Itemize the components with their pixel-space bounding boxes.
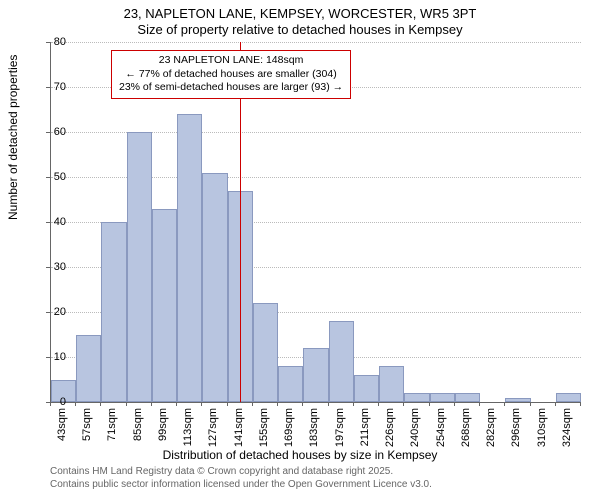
x-tick-mark: [252, 402, 253, 406]
histogram-bar: [430, 393, 455, 402]
y-tick-mark: [46, 177, 50, 178]
histogram-bar: [253, 303, 278, 402]
x-tick-label: 99sqm: [157, 408, 169, 458]
x-tick-label: 296sqm: [510, 408, 522, 458]
y-tick-label: 60: [36, 126, 66, 138]
x-tick-mark: [201, 402, 202, 406]
x-tick-mark: [353, 402, 354, 406]
annotation-box: 23 NAPLETON LANE: 148sqm ← 77% of detach…: [111, 50, 351, 99]
x-tick-label: 197sqm: [334, 408, 346, 458]
x-tick-mark: [75, 402, 76, 406]
histogram-bar: [177, 114, 202, 402]
x-tick-mark: [227, 402, 228, 406]
x-tick-label: 113sqm: [182, 408, 194, 458]
y-tick-mark: [46, 222, 50, 223]
annotation-line1: 23 NAPLETON LANE: 148sqm: [119, 54, 343, 68]
x-tick-label: 57sqm: [81, 408, 93, 458]
x-tick-label: 324sqm: [561, 408, 573, 458]
y-tick-label: 50: [36, 171, 66, 183]
histogram-bar: [202, 173, 227, 403]
x-tick-mark: [403, 402, 404, 406]
y-tick-mark: [46, 267, 50, 268]
x-tick-mark: [50, 402, 51, 406]
x-tick-label: 268sqm: [460, 408, 472, 458]
y-tick-label: 80: [36, 36, 66, 48]
x-tick-label: 141sqm: [233, 408, 245, 458]
x-tick-mark: [176, 402, 177, 406]
x-tick-mark: [100, 402, 101, 406]
x-tick-label: 282sqm: [485, 408, 497, 458]
y-tick-label: 40: [36, 216, 66, 228]
y-tick-label: 70: [36, 81, 66, 93]
histogram-bar: [556, 393, 581, 402]
x-tick-label: 169sqm: [283, 408, 295, 458]
x-tick-mark: [126, 402, 127, 406]
x-tick-label: 226sqm: [384, 408, 396, 458]
x-tick-label: 211sqm: [359, 408, 371, 458]
y-tick-mark: [46, 42, 50, 43]
histogram-bar: [76, 335, 101, 403]
y-axis-label: Number of detached properties: [6, 55, 20, 220]
histogram-bar: [329, 321, 354, 402]
x-tick-mark: [530, 402, 531, 406]
y-tick-label: 10: [36, 351, 66, 363]
x-tick-label: 310sqm: [536, 408, 548, 458]
x-tick-mark: [454, 402, 455, 406]
histogram-bar: [505, 398, 530, 403]
histogram-bar: [303, 348, 328, 402]
x-tick-label: 240sqm: [409, 408, 421, 458]
chart-title-sub: Size of property relative to detached ho…: [0, 22, 600, 37]
x-tick-label: 183sqm: [308, 408, 320, 458]
histogram-bar: [278, 366, 303, 402]
x-tick-label: 155sqm: [258, 408, 270, 458]
annotation-line2: ← 77% of detached houses are smaller (30…: [119, 68, 343, 82]
x-tick-mark: [429, 402, 430, 406]
x-tick-label: 254sqm: [435, 408, 447, 458]
histogram-bar: [404, 393, 429, 402]
footer-line2: Contains public sector information licen…: [50, 479, 432, 490]
y-tick-label: 0: [36, 396, 66, 408]
x-tick-mark: [328, 402, 329, 406]
y-tick-label: 30: [36, 261, 66, 273]
histogram-bar: [152, 209, 177, 403]
x-tick-mark: [479, 402, 480, 406]
y-tick-mark: [46, 87, 50, 88]
histogram-bar: [101, 222, 126, 402]
x-tick-mark: [555, 402, 556, 406]
chart-title-main: 23, NAPLETON LANE, KEMPSEY, WORCESTER, W…: [0, 6, 600, 21]
y-tick-mark: [46, 132, 50, 133]
x-tick-mark: [504, 402, 505, 406]
x-tick-mark: [151, 402, 152, 406]
histogram-bar: [379, 366, 404, 402]
y-tick-mark: [46, 312, 50, 313]
grid-line: [51, 42, 581, 43]
y-tick-mark: [46, 357, 50, 358]
plot-area: 23 NAPLETON LANE: 148sqm ← 77% of detach…: [50, 42, 581, 403]
x-tick-mark: [302, 402, 303, 406]
histogram-bar: [127, 132, 152, 402]
chart-container: 23, NAPLETON LANE, KEMPSEY, WORCESTER, W…: [0, 0, 600, 500]
histogram-bar: [354, 375, 379, 402]
x-tick-mark: [580, 402, 581, 406]
x-tick-mark: [378, 402, 379, 406]
x-tick-label: 85sqm: [132, 408, 144, 458]
x-tick-label: 43sqm: [56, 408, 68, 458]
footer-line1: Contains HM Land Registry data © Crown c…: [50, 466, 393, 477]
x-tick-label: 127sqm: [207, 408, 219, 458]
x-tick-label: 71sqm: [106, 408, 118, 458]
annotation-line3: 23% of semi-detached houses are larger (…: [119, 81, 343, 95]
histogram-bar: [455, 393, 480, 402]
x-tick-mark: [277, 402, 278, 406]
y-tick-label: 20: [36, 306, 66, 318]
